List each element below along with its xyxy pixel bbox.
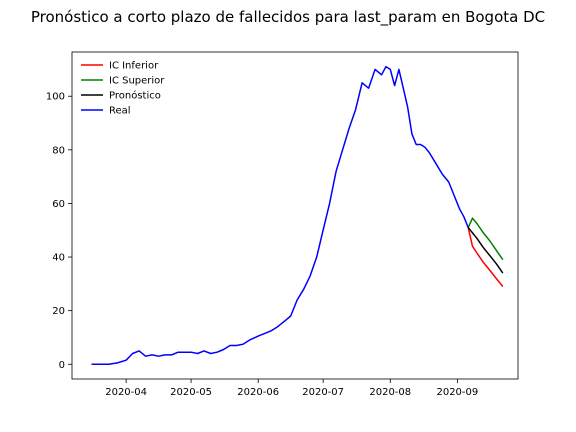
x-tick-label: 2020-06: [237, 387, 279, 398]
y-tick-label: 20: [52, 306, 65, 317]
legend-label: Pronóstico: [109, 90, 161, 102]
legend-label: Real: [109, 106, 131, 117]
legend-item-ic-inferior: IC Inferior: [81, 61, 159, 72]
legend-item-real: Real: [81, 106, 131, 117]
y-tick-label: 80: [52, 145, 65, 156]
x-tick-label: 2020-04: [105, 387, 147, 398]
series-line-pronostico: [467, 227, 504, 274]
chart-title: Pronóstico a corto plazo de fallecidos p…: [31, 8, 545, 27]
y-tick-label: 100: [46, 92, 65, 103]
x-tick-label: 2020-08: [369, 387, 411, 398]
y-tick-label: 0: [59, 360, 65, 371]
series-line-ic-superior: [467, 217, 504, 261]
x-axis: 2020-04 2020-05 2020-06 2020-07 2020-08 2020-…: [105, 379, 478, 398]
legend-label: IC Inferior: [109, 61, 159, 72]
x-tick-label: 2020-09: [436, 387, 478, 398]
x-tick-label: 2020-07: [302, 387, 344, 398]
series-line-real: [91, 65, 469, 366]
legend-label: IC Superior: [109, 76, 165, 87]
legend: IC Inferior IC Superior Pronóstico Real: [81, 61, 165, 117]
series-layer: [91, 65, 504, 366]
y-tick-label: 40: [52, 253, 65, 264]
y-axis: 0 20 40 60 80 100: [46, 92, 72, 371]
y-tick-label: 60: [52, 199, 65, 210]
x-tick-label: 2020-05: [170, 387, 212, 398]
legend-item-pronostico: Pronóstico: [81, 90, 161, 102]
plot-area: [71, 51, 519, 380]
series-line-ic-inferior: [467, 227, 504, 287]
legend-item-ic-superior: IC Superior: [81, 76, 165, 87]
